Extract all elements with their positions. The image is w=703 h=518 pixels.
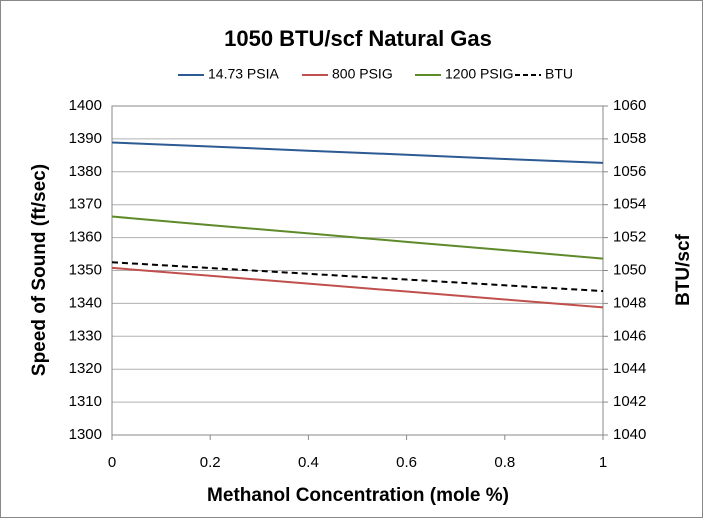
legend-label: 1200 PSIG bbox=[445, 66, 514, 82]
y2-tick-label: 1054 bbox=[613, 196, 646, 213]
y-axis-label: Speed of Sound (ft/sec) bbox=[29, 164, 50, 376]
plot-frame bbox=[111, 105, 604, 436]
y-tick-label: 1370 bbox=[69, 196, 102, 213]
x-tick-label: 1 bbox=[599, 454, 607, 471]
y2-tick-label: 1050 bbox=[613, 261, 646, 278]
x-tick-label: 0 bbox=[108, 454, 116, 471]
x-tick-label: 0.4 bbox=[298, 454, 319, 471]
y-tick-label: 1380 bbox=[69, 163, 102, 180]
y-tick-label: 1330 bbox=[69, 327, 102, 344]
series-line bbox=[111, 141, 604, 164]
y2-axis-label: BTU/scf bbox=[673, 233, 694, 305]
legend-label: BTU bbox=[545, 66, 573, 82]
legend-label: 14.73 PSIA bbox=[208, 66, 279, 82]
y-tick-label: 1400 bbox=[69, 97, 102, 114]
legend-label: 800 PSIG bbox=[332, 66, 393, 82]
x-tick-label: 0.8 bbox=[494, 454, 515, 471]
y2-tick-label: 1060 bbox=[613, 97, 646, 114]
x-tick-label: 0.6 bbox=[396, 454, 417, 471]
y-tick-label: 1310 bbox=[69, 393, 102, 410]
y2-tick-label: 1048 bbox=[613, 294, 646, 311]
x-axis-label: Methanol Concentration (mole %) bbox=[207, 485, 509, 506]
y2-tick-label: 1046 bbox=[613, 327, 646, 344]
y2-tick-label: 1058 bbox=[613, 130, 646, 147]
x-tick-label: 0.2 bbox=[200, 454, 221, 471]
y-tick-label: 1340 bbox=[69, 294, 102, 311]
y2-tick-label: 1044 bbox=[613, 360, 646, 377]
y2-tick-label: 1042 bbox=[613, 393, 646, 410]
y2-tick-label: 1052 bbox=[613, 229, 646, 246]
y-tick-label: 1390 bbox=[69, 130, 102, 147]
y-tick-label: 1350 bbox=[69, 261, 102, 278]
y-tick-label: 1360 bbox=[69, 229, 102, 246]
chart-title: 1050 BTU/scf Natural Gas bbox=[224, 26, 492, 51]
series-line bbox=[111, 266, 604, 309]
y2-tick-label: 1056 bbox=[613, 163, 646, 180]
series-line bbox=[111, 261, 604, 293]
y-tick-label: 1320 bbox=[69, 360, 102, 377]
series-line bbox=[111, 215, 604, 260]
y-tick-label: 1300 bbox=[69, 426, 102, 443]
y2-tick-label: 1040 bbox=[613, 426, 646, 443]
